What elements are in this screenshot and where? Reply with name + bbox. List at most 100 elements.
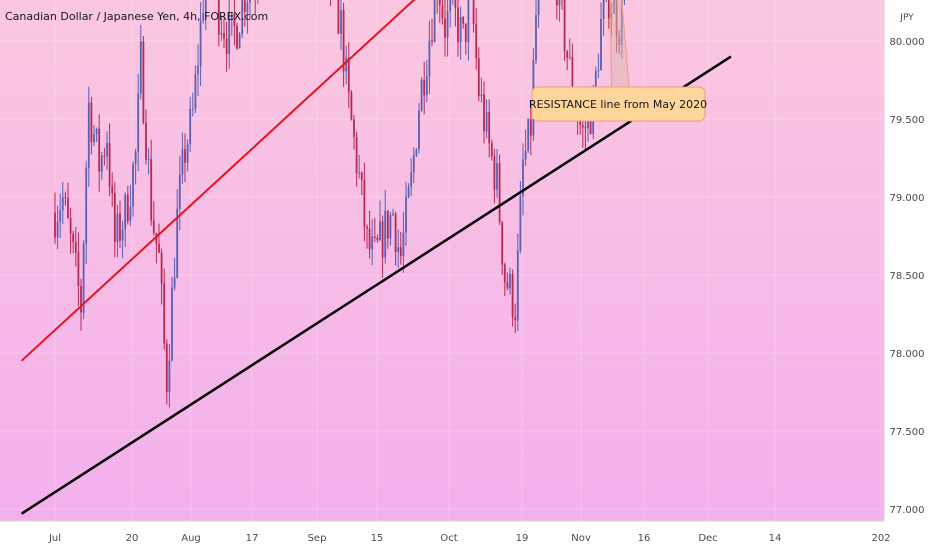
candle-body — [345, 57, 348, 72]
annotation: RESISTANCE line from May 2020 — [529, 0, 707, 122]
candle-body — [202, 13, 205, 21]
candle-body — [191, 108, 194, 110]
candle-body — [394, 213, 397, 252]
candle-body — [514, 316, 517, 321]
candle-body — [568, 56, 571, 58]
y-tick-label: 77.500 — [890, 427, 925, 438]
candle-body — [444, 18, 446, 38]
candle-body — [108, 143, 111, 187]
candle-body — [566, 51, 569, 58]
candle-body — [171, 287, 173, 361]
candle-body — [150, 159, 153, 221]
candle-body — [121, 229, 124, 241]
candle-body — [493, 156, 496, 190]
candle-body — [147, 159, 150, 161]
candle-body — [241, 0, 244, 34]
currency-label: JPY — [899, 13, 914, 23]
candle-body — [407, 186, 410, 198]
candle-body — [602, 0, 605, 20]
candle-body — [137, 93, 140, 152]
candle-body — [199, 20, 202, 66]
candle-body — [98, 128, 101, 172]
candle-body — [597, 70, 600, 72]
candle-body — [462, 16, 465, 24]
candle-body — [373, 236, 376, 238]
candle-body — [389, 215, 392, 239]
candle-body — [186, 144, 189, 163]
candle-body — [555, 0, 558, 6]
x-tick-label: Nov — [571, 533, 591, 544]
candle-body — [584, 127, 587, 129]
y-tick-label: 79.500 — [890, 115, 925, 126]
candle-body — [428, 40, 431, 77]
candle-body — [90, 102, 93, 143]
candle-body — [225, 38, 228, 54]
candle-body — [87, 102, 90, 168]
candle-body — [441, 5, 444, 19]
candle-body — [173, 277, 176, 288]
candle-body — [457, 7, 459, 43]
candle-body — [176, 208, 179, 278]
candle-body — [579, 121, 582, 126]
candle-body — [488, 111, 491, 144]
candle-body — [384, 210, 387, 258]
candle-body — [496, 163, 498, 190]
candle-body — [363, 180, 366, 227]
candle-body — [371, 236, 374, 250]
candle-body — [420, 79, 423, 111]
candle-body — [563, 0, 566, 52]
candle-body — [472, 0, 475, 25]
candle-body — [178, 174, 181, 209]
candle-body — [527, 119, 530, 151]
candle-body — [340, 10, 342, 34]
candle-body — [535, 15, 537, 61]
candle-body — [100, 155, 103, 172]
candle-body — [160, 252, 163, 284]
candle-body — [165, 343, 168, 393]
candle-body — [415, 149, 418, 156]
annotation-box — [531, 86, 706, 122]
candle-body — [204, 0, 207, 14]
candle-body — [529, 119, 532, 136]
time-axis[interactable]: Jul 20 Aug 17 Sep 15 Oct 19 Nov 16 Dec 14 202 — [0, 520, 932, 550]
candle-body — [353, 119, 355, 137]
candlestick-series — [54, 0, 625, 408]
time-axis-panel — [0, 521, 932, 550]
candle-body — [506, 282, 509, 289]
x-tick-label: Sep — [308, 533, 327, 544]
candle-body — [238, 33, 241, 49]
candle-body — [233, 13, 236, 26]
candle-body — [217, 0, 220, 35]
candle-body — [537, 0, 540, 16]
candle-body — [381, 221, 384, 258]
x-tick-label: 202 — [871, 533, 890, 544]
candle-body — [399, 247, 402, 257]
candle-body — [522, 159, 524, 196]
candle-body — [475, 24, 478, 59]
candle-body — [600, 19, 602, 71]
candle-body — [477, 58, 480, 96]
candle-body — [59, 210, 62, 222]
candle-body — [379, 221, 381, 241]
candle-body — [360, 172, 363, 181]
candle-body — [103, 155, 106, 157]
candle-body — [431, 40, 433, 42]
candle-body — [459, 16, 462, 43]
y-tick-label: 78.000 — [890, 349, 925, 360]
candle-body — [82, 243, 85, 313]
candle-body — [524, 150, 527, 160]
x-tick-label: Jul — [48, 533, 61, 544]
candle-body — [80, 285, 82, 313]
candle-body — [509, 273, 511, 289]
candle-body — [454, 0, 457, 8]
price-axis[interactable]: 83.50083.00082.50082.00081.50081.00080.5… — [883, 0, 932, 550]
candle-body — [418, 110, 420, 150]
candle-body — [337, 0, 340, 34]
candle-body — [449, 0, 452, 11]
candle-body — [243, 0, 246, 12]
candle-body — [501, 222, 504, 265]
candle-body — [249, 0, 251, 3]
candle-body — [355, 136, 358, 174]
